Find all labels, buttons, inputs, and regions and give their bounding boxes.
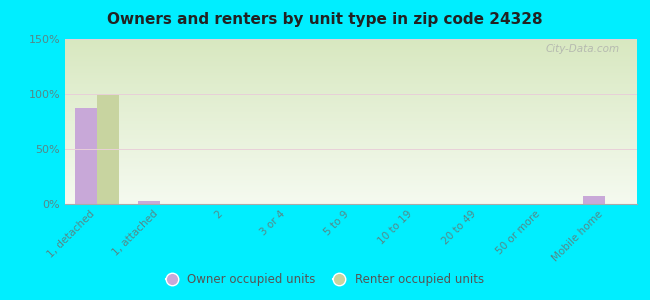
- Bar: [138, 201, 161, 204]
- Text: City-Data.com: City-Data.com: [546, 44, 620, 54]
- Legend: Owner occupied units, Renter occupied units: Owner occupied units, Renter occupied un…: [161, 269, 489, 291]
- Bar: [97, 94, 119, 204]
- Bar: [583, 196, 605, 204]
- Bar: [75, 108, 97, 204]
- Text: Owners and renters by unit type in zip code 24328: Owners and renters by unit type in zip c…: [107, 12, 543, 27]
